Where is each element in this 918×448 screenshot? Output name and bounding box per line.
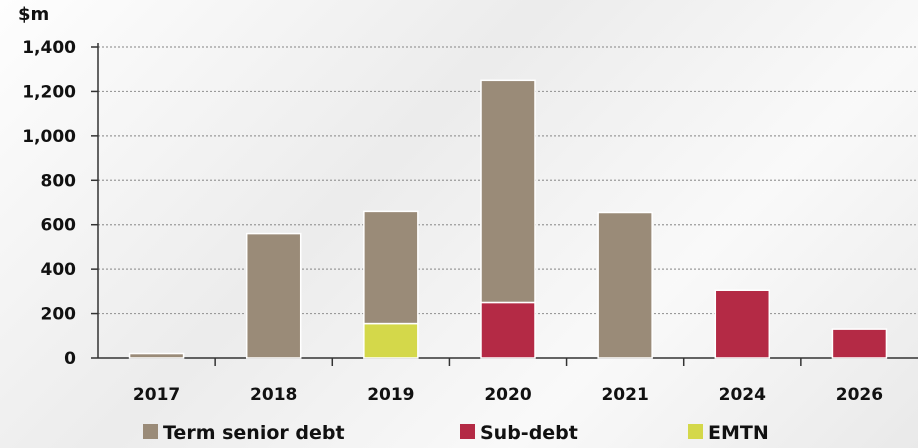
x-tick-label-2018: 2018 bbox=[250, 385, 297, 405]
y-tick-label-1400: 1,400 bbox=[22, 38, 76, 58]
y-tick-label-200: 200 bbox=[41, 305, 77, 325]
bar-term-senior-debt-2018 bbox=[245, 232, 302, 359]
legend-swatch-emtn bbox=[688, 424, 703, 439]
legend-label-emtn: EMTN bbox=[708, 422, 769, 444]
bar-term-senior-debt-2021 bbox=[597, 211, 653, 359]
x-tick-label-2017: 2017 bbox=[133, 385, 180, 405]
legend-label-term-senior-debt: Term senior debt bbox=[163, 422, 345, 444]
y-tick-label-1000: 1,000 bbox=[22, 127, 76, 147]
legend-swatch-sub-debt bbox=[460, 424, 475, 439]
bar-term-senior-debt-2017 bbox=[128, 352, 185, 359]
x-tick-label-2026: 2026 bbox=[836, 385, 883, 405]
y-axis-unit-label: $m bbox=[18, 4, 49, 25]
y-tick-label-0: 0 bbox=[64, 349, 76, 369]
x-tick-label-2020: 2020 bbox=[484, 385, 531, 405]
y-tick-label-800: 800 bbox=[41, 171, 77, 191]
bar-sub-debt-2020 bbox=[480, 301, 536, 359]
x-tick-label-2021: 2021 bbox=[601, 385, 648, 405]
y-tick-label-1200: 1,200 bbox=[22, 82, 76, 102]
bar-sub-debt-2024 bbox=[714, 289, 771, 359]
y-tick-label-600: 600 bbox=[41, 216, 77, 236]
bar-emtn-2019 bbox=[363, 322, 419, 359]
bar-term-senior-debt-2019 bbox=[363, 210, 419, 325]
x-tick-label-2019: 2019 bbox=[367, 385, 414, 405]
legend-swatch-term-senior-debt bbox=[143, 424, 158, 439]
y-tick-label-400: 400 bbox=[41, 260, 77, 280]
legend-label-sub-debt: Sub-debt bbox=[480, 422, 578, 444]
x-tick-label-2024: 2024 bbox=[719, 385, 766, 405]
bar-term-senior-debt-2020 bbox=[480, 79, 536, 304]
bar-sub-debt-2026 bbox=[831, 328, 888, 359]
